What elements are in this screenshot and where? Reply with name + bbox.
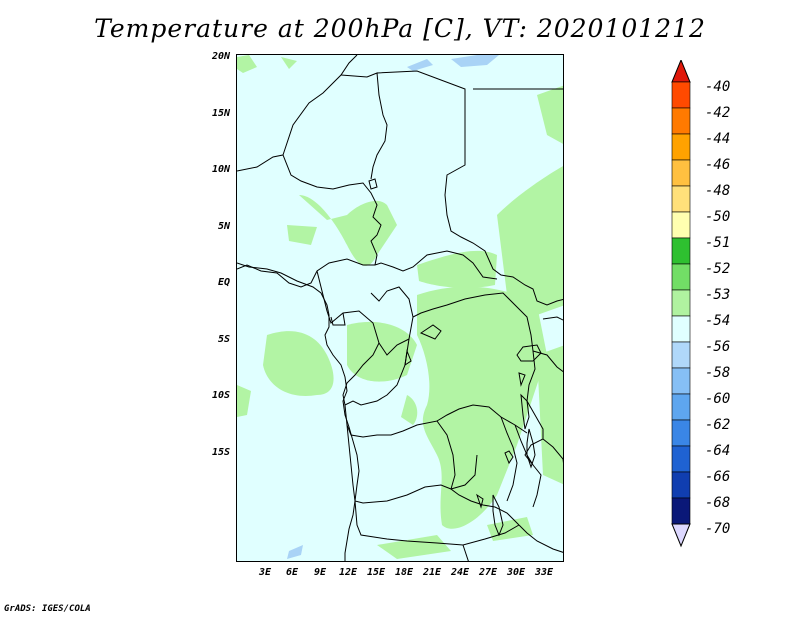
lat-label: 5S (217, 334, 230, 345)
colorbar-segment (671, 107, 691, 135)
colorbar-label: -56 (705, 339, 731, 355)
lat-label: 15N (211, 108, 230, 119)
lat-label: 20N (211, 51, 230, 62)
colorbar-segment (671, 211, 691, 239)
lon-label: 27E (478, 567, 498, 578)
colorbar-label: -46 (705, 157, 731, 173)
colorbar-segment (671, 341, 691, 369)
page-title: Temperature at 200hPa [C], VT: 202010121… (94, 14, 706, 43)
lon-label: 24E (450, 567, 470, 578)
colorbar-label: -60 (705, 391, 731, 407)
colorbar-label: -44 (705, 131, 731, 147)
colorbar-label: -48 (705, 183, 731, 199)
lon-label: 33E (534, 567, 554, 578)
colorbar-label: -42 (705, 105, 731, 121)
colorbar-label: -62 (705, 417, 731, 433)
lat-label: EQ (217, 277, 230, 288)
coastline (237, 262, 360, 561)
lon-label: 9E (313, 567, 327, 578)
colorbar-label: -54 (705, 313, 731, 329)
lon-label: 18E (394, 567, 414, 578)
lon-label: 21E (422, 567, 442, 578)
lat-label: 5N (217, 221, 230, 232)
lon-label: 12E (338, 567, 358, 578)
colorbar-label: -68 (705, 495, 731, 511)
colorbar-segment (671, 471, 691, 499)
colorbar-arrow-bottom (671, 523, 691, 548)
lat-label: 10S (211, 390, 230, 401)
colorbar-label: -51 (705, 235, 731, 251)
lon-label: 3E (258, 567, 272, 578)
map-plot (237, 55, 563, 561)
map-frame (236, 54, 564, 562)
colorbar-segment (671, 289, 691, 317)
country-borders (237, 55, 563, 561)
colorbar-segment (671, 159, 691, 187)
blue-shaded-region (287, 55, 499, 559)
colorbar-segment (671, 497, 691, 525)
colorbar (671, 60, 691, 548)
lakes (368, 178, 542, 537)
colorbar-segment (671, 237, 691, 265)
colorbar-segment (671, 81, 691, 109)
lon-label: 15E (366, 567, 386, 578)
lat-label: 10N (211, 164, 230, 175)
colorbar-arrow-top (671, 60, 691, 83)
green-shaded-region (237, 55, 563, 559)
colorbar-segment (671, 393, 691, 421)
colorbar-label: -52 (705, 261, 731, 277)
colorbar-label: -58 (705, 365, 731, 381)
colorbar-segment (671, 263, 691, 291)
lat-label: 15S (211, 447, 230, 458)
lon-label: 6E (285, 567, 299, 578)
credit-text: GrADS: IGES/COLA (4, 604, 91, 614)
colorbar-segment (671, 367, 691, 395)
colorbar-label: -50 (705, 209, 731, 225)
colorbar-label: -66 (705, 469, 731, 485)
colorbar-segment (671, 315, 691, 343)
lon-label: 30E (506, 567, 526, 578)
colorbar-label: -53 (705, 287, 731, 303)
colorbar-segment (671, 133, 691, 161)
colorbar-label: -64 (705, 443, 731, 459)
colorbar-label: -70 (705, 521, 731, 537)
colorbar-label: -40 (705, 79, 731, 95)
colorbar-segment (671, 185, 691, 213)
colorbar-segment (671, 445, 691, 473)
colorbar-segment (671, 419, 691, 447)
